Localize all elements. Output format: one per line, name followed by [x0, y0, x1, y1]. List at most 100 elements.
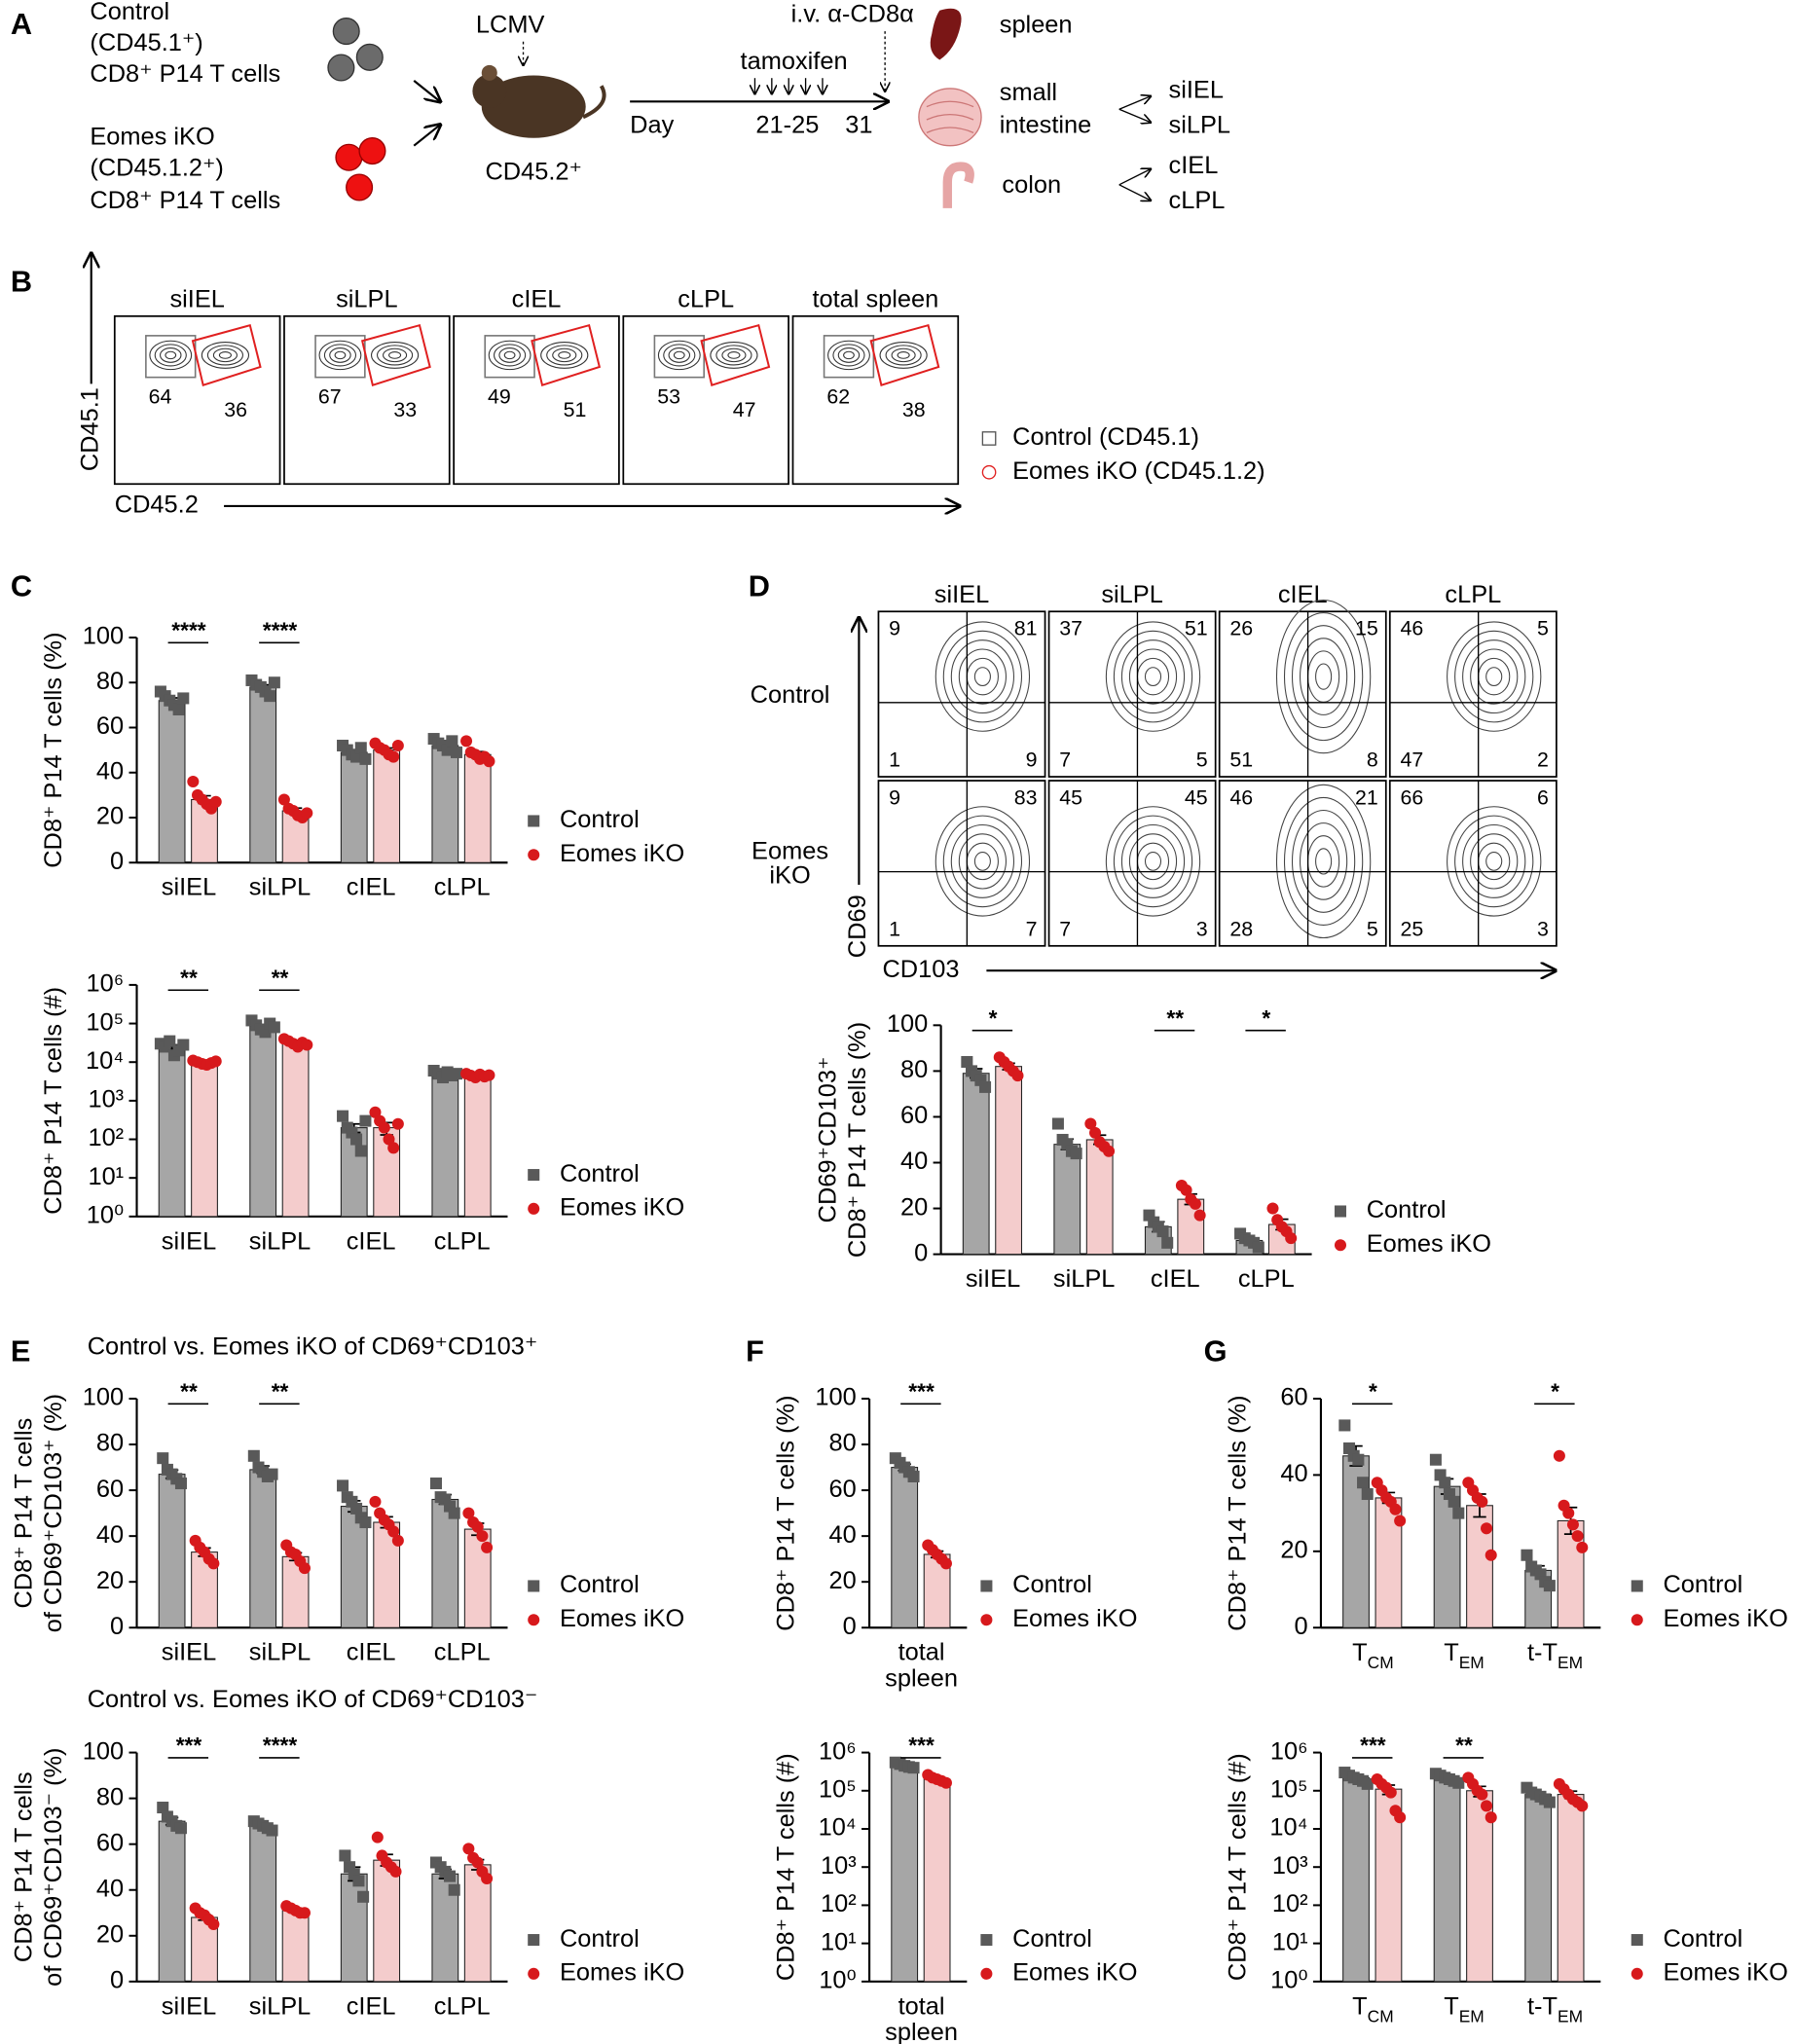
y-tick-label: 10⁴ [819, 1814, 857, 1842]
contour [950, 639, 1015, 714]
contour [323, 344, 357, 367]
point [359, 1516, 372, 1529]
bar [1524, 1794, 1553, 1983]
bar [1085, 1139, 1114, 1256]
contour [498, 347, 521, 363]
point [1070, 1148, 1082, 1160]
point [354, 742, 367, 754]
point [1543, 1580, 1556, 1592]
contour [334, 350, 347, 360]
gate [314, 335, 366, 379]
legend-label: Control [1012, 1925, 1092, 1953]
point [448, 1883, 460, 1896]
label: 31 [845, 111, 872, 138]
point [450, 1068, 463, 1080]
point [1361, 1777, 1374, 1790]
point [391, 1534, 404, 1547]
point [961, 1055, 973, 1068]
contour [540, 342, 589, 369]
point [1481, 1522, 1493, 1535]
panel-label: D [749, 568, 770, 602]
contour [891, 347, 916, 363]
quadrant-value: 7 [1059, 748, 1071, 772]
bar [923, 1778, 951, 1983]
point [369, 1495, 382, 1508]
legend-marker [981, 431, 997, 446]
bar [340, 751, 368, 863]
contour [149, 340, 193, 371]
contour [1283, 796, 1364, 926]
y-tick-label: 100 [815, 1384, 856, 1411]
point [174, 1822, 187, 1835]
y-axis-label: CD8⁺ P14 T cells [10, 1418, 37, 1609]
legend-label: Control [560, 1571, 640, 1598]
arrows [754, 78, 823, 93]
panel-label: C [11, 568, 32, 602]
contour [663, 344, 696, 367]
point [939, 1776, 952, 1789]
legend-marker [528, 1967, 540, 1980]
x-tick-label: cLPL [434, 1227, 491, 1255]
x-tick-label: siLPL [249, 874, 311, 901]
axis-label: CD45.1 [76, 387, 103, 471]
x-tick-label: siLPL [249, 1992, 311, 2020]
quadrant-value: 3 [1196, 917, 1208, 940]
bar [158, 1474, 186, 1628]
bar [1177, 1198, 1205, 1256]
contour [950, 823, 1015, 898]
legend-label: Eomes iKO [1012, 1959, 1137, 1987]
bar [249, 1825, 277, 1983]
spleen-icon [930, 8, 962, 60]
gate [191, 323, 262, 386]
y-tick-label: 10⁴ [1269, 1814, 1307, 1842]
legend-label: Control [560, 806, 640, 833]
contour [383, 347, 408, 363]
gate [653, 335, 705, 379]
y-axis-label: CD8⁺ P14 T cells (%) [844, 1022, 871, 1258]
bar [191, 1061, 218, 1218]
point [301, 807, 313, 820]
y-tick-label: 100 [83, 1384, 124, 1411]
point [1562, 1507, 1575, 1519]
point [1384, 1786, 1397, 1799]
y-axis-label: CD69⁺CD103⁺ [814, 1057, 841, 1223]
point [209, 1055, 222, 1068]
label: cLPL [1169, 187, 1226, 214]
intestine-icon [918, 88, 982, 147]
x-tick-label: cLPL [434, 874, 491, 901]
point [337, 1110, 349, 1122]
contour [503, 350, 516, 360]
x-tick-label: TEM [1444, 1992, 1484, 2026]
flow-frame [1388, 780, 1558, 947]
y-tick-label: 10¹ [88, 1163, 124, 1190]
flow-title: cLPL [678, 285, 734, 312]
y-tick-label: 10³ [821, 1852, 857, 1880]
cells-iko [335, 137, 386, 201]
contour [154, 344, 187, 367]
gate-value: 62 [826, 385, 850, 409]
significance-label: * [1369, 1379, 1377, 1405]
point [481, 1872, 494, 1884]
y-tick-label: 80 [900, 1056, 928, 1083]
significance-label: *** [908, 1733, 935, 1758]
quadrant-value: 5 [1196, 748, 1208, 772]
bar [281, 1910, 310, 1983]
point [371, 1831, 384, 1843]
legend-label: Eomes iKO [1367, 1230, 1491, 1258]
label-part: T [1444, 1639, 1459, 1666]
label: cIEL [1169, 152, 1219, 179]
contour [1462, 823, 1526, 898]
point [350, 1133, 363, 1146]
flow-frame [622, 314, 789, 486]
y-tick-label: 60 [96, 1829, 124, 1856]
bar [1433, 1777, 1461, 1983]
contour [329, 347, 351, 363]
cells-control [327, 18, 384, 82]
quadrant-value: 7 [1026, 917, 1038, 940]
point [301, 1039, 313, 1051]
gate [484, 335, 535, 379]
gate-value: 36 [224, 398, 247, 421]
point [387, 750, 400, 763]
x-tick-label: cLPL [434, 1639, 491, 1666]
y-tick-label: 10⁶ [819, 1737, 857, 1765]
